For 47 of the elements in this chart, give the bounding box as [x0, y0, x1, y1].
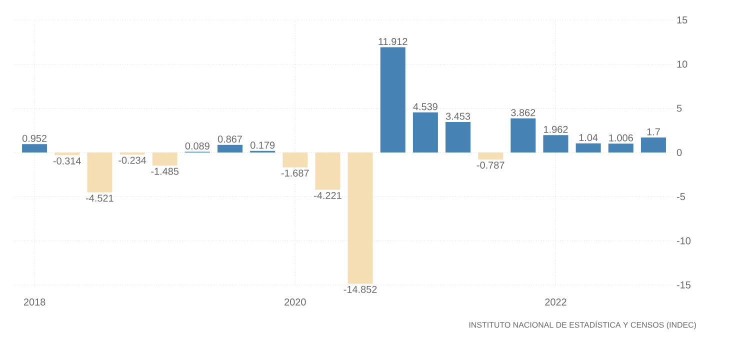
y-tick-label: -5	[676, 193, 685, 200]
bar	[22, 144, 48, 152]
bar	[348, 152, 373, 284]
data-label: 0.179	[250, 142, 275, 149]
bar	[478, 152, 504, 160]
data-label: 3.453	[446, 112, 470, 120]
data-label: -0.787	[476, 162, 504, 169]
data-label: -14.852	[344, 286, 377, 293]
bar	[640, 137, 666, 152]
data-label: -1.485	[151, 168, 179, 175]
y-tick-label: -15	[676, 282, 691, 288]
y-tick-label: 15	[677, 16, 688, 24]
data-label: 1.7	[647, 128, 660, 136]
y-tick-label: 5	[676, 104, 682, 112]
data-label: 11.912	[378, 38, 408, 46]
data-label: -4.521	[86, 194, 114, 202]
y-tick-label: -10	[676, 237, 691, 244]
bar	[54, 152, 80, 156]
bar	[315, 152, 340, 190]
x-tick-label: 2022	[545, 298, 566, 306]
bar	[576, 143, 601, 152]
data-label: 4.539	[413, 103, 438, 110]
data-label: 0.952	[22, 134, 47, 142]
bar	[510, 118, 536, 152]
data-label: 1.04	[579, 134, 598, 142]
y-tick-label: 10	[677, 60, 688, 68]
bar	[608, 144, 634, 152]
data-label: 3.862	[511, 109, 536, 116]
data-label: 1.962	[544, 126, 568, 133]
bar	[87, 152, 112, 192]
y-tick-label: 0	[676, 148, 682, 156]
data-label: -0.234	[118, 156, 146, 164]
bar	[412, 112, 438, 152]
data-label: 1.006	[609, 134, 633, 142]
bar	[217, 144, 242, 152]
data-label: -0.314	[53, 157, 81, 165]
data-label: 0.089	[185, 142, 210, 150]
bar	[152, 152, 178, 166]
bar	[446, 122, 471, 152]
bar	[282, 152, 308, 168]
data-label: -4.221	[314, 192, 342, 199]
data-label: -1.687	[281, 170, 309, 177]
data-label: 0.867	[218, 136, 242, 143]
x-tick-label: 2020	[284, 298, 306, 306]
x-tick-label: 2018	[24, 298, 46, 306]
bar	[380, 47, 406, 152]
bar	[543, 135, 568, 152]
